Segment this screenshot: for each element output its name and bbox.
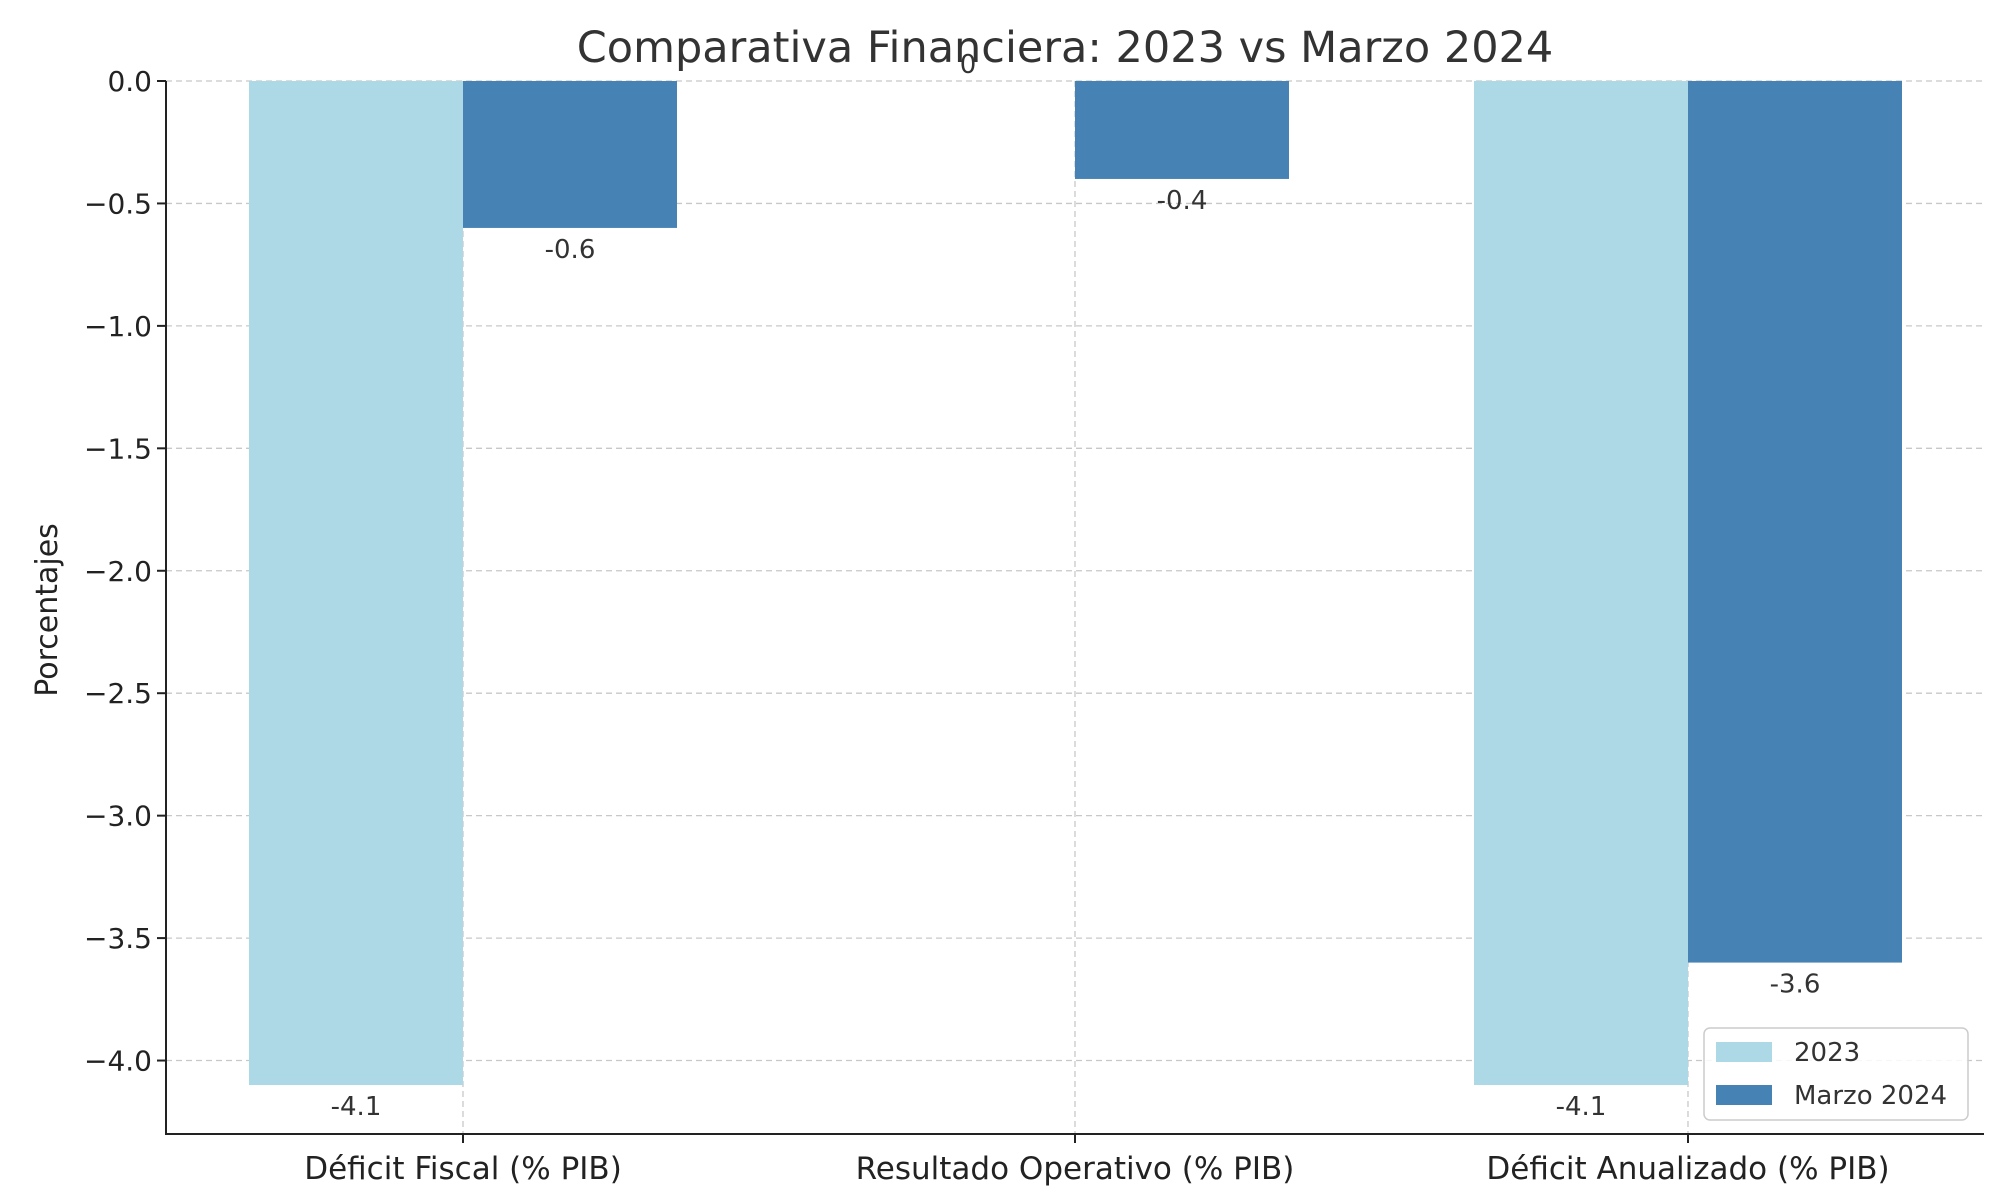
y-tick-label: −4.0 [84,1045,152,1078]
legend-label-marzo-2024: Marzo 2024 [1794,1081,1947,1111]
chart-title: Comparativa Financiera: 2023 vs Marzo 20… [577,23,1554,73]
y-tick-label: 0.0 [107,65,152,98]
bar-marzo-2024-d-ficit-fiscal-pib [463,81,677,228]
data-label-marzo-2024-d-ficit-anualizado-pib: -3.6 [1770,970,1821,1000]
legend-swatch-marzo-2024 [1716,1085,1772,1105]
data-labels: -4.1 0 -4.1 -0.6 -0.4 -3.6 [331,50,1821,1122]
data-label-marzo-2024-resultado-operativo-pib: -0.4 [1157,186,1208,216]
bar-marzo-2024-d-ficit-anualizado-pib [1688,81,1902,963]
x-tick-label: Resultado Operativo (% PIB) [856,1151,1295,1187]
y-tick-label: −2.5 [84,677,152,710]
x-tick-label: Déficit Anualizado (% PIB) [1486,1151,1889,1187]
bars [249,81,1902,1086]
bar-marzo-2024-resultado-operativo-pib [1075,81,1289,179]
y-tick-label: −1.5 [84,432,152,465]
legend-swatch-2023 [1716,1042,1772,1062]
y-tick-label: −2.0 [84,555,152,588]
data-label-marzo-2024-d-ficit-fiscal-pib: -0.6 [545,235,596,265]
bar-2023-d-ficit-anualizado-pib [1474,81,1688,1086]
y-axis-ticks: 0.0 −0.5 −1.0 −1.5 −2.0 −2.5 −3.0 −3.5 −4.0 [84,65,166,1078]
y-axis-label: Porcentajes [30,523,65,697]
x-axis-ticks: Déficit Fiscal (% PIB) Resultado Operativ… [304,1134,1890,1187]
x-tick-label: Déficit Fiscal (% PIB) [304,1151,622,1187]
data-label-2023-d-ficit-anualizado-pib: -4.1 [1556,1092,1607,1122]
y-tick-label: −3.5 [84,922,152,955]
y-tick-label: −0.5 [84,187,152,220]
y-tick-label: −1.0 [84,310,152,343]
legend: 2023 Marzo 2024 [1703,1027,1969,1121]
data-label-2023-d-ficit-fiscal-pib: -4.1 [331,1092,382,1122]
y-tick-label: −3.0 [84,800,152,833]
legend-label-2023: 2023 [1794,1038,1860,1068]
data-label-2023-resultado-operativo-pib: 0 [960,50,977,80]
bar-2023-d-ficit-fiscal-pib [249,81,463,1086]
